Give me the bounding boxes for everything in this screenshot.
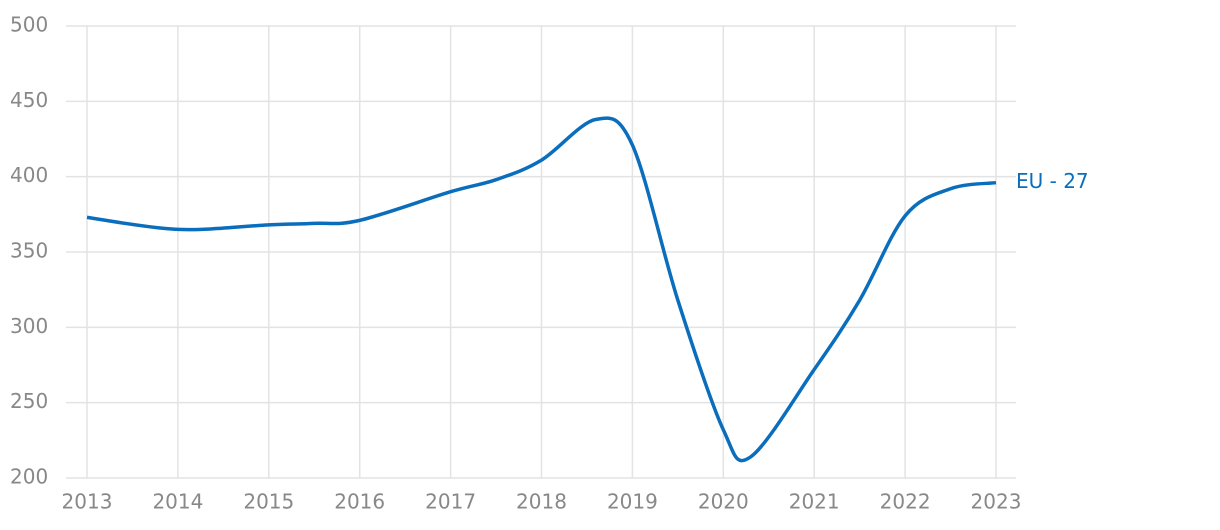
x-tick-label: 2020 bbox=[698, 490, 749, 514]
y-tick-label: 350 bbox=[10, 239, 48, 263]
y-tick-label: 400 bbox=[10, 163, 48, 187]
x-tick-label: 2015 bbox=[243, 490, 294, 514]
x-tick-label: 2021 bbox=[789, 490, 840, 514]
y-tick-label: 250 bbox=[10, 389, 48, 413]
y-tick-label: 200 bbox=[10, 465, 48, 489]
series-label: EU - 27 bbox=[1016, 169, 1089, 193]
x-tick-label: 2019 bbox=[607, 490, 658, 514]
y-tick-label: 450 bbox=[10, 88, 48, 112]
x-tick-label: 2017 bbox=[425, 490, 476, 514]
x-tick-label: 2013 bbox=[62, 490, 113, 514]
y-tick-label: 500 bbox=[10, 13, 48, 37]
x-tick-label: 2014 bbox=[152, 490, 203, 514]
x-tick-label: 2023 bbox=[971, 490, 1022, 514]
x-tick-label: 2022 bbox=[880, 490, 931, 514]
y-tick-label: 300 bbox=[10, 314, 48, 338]
line bbox=[86, 116, 997, 463]
x-tick-label: 2018 bbox=[516, 490, 567, 514]
x-tick-label: 2016 bbox=[334, 490, 385, 514]
